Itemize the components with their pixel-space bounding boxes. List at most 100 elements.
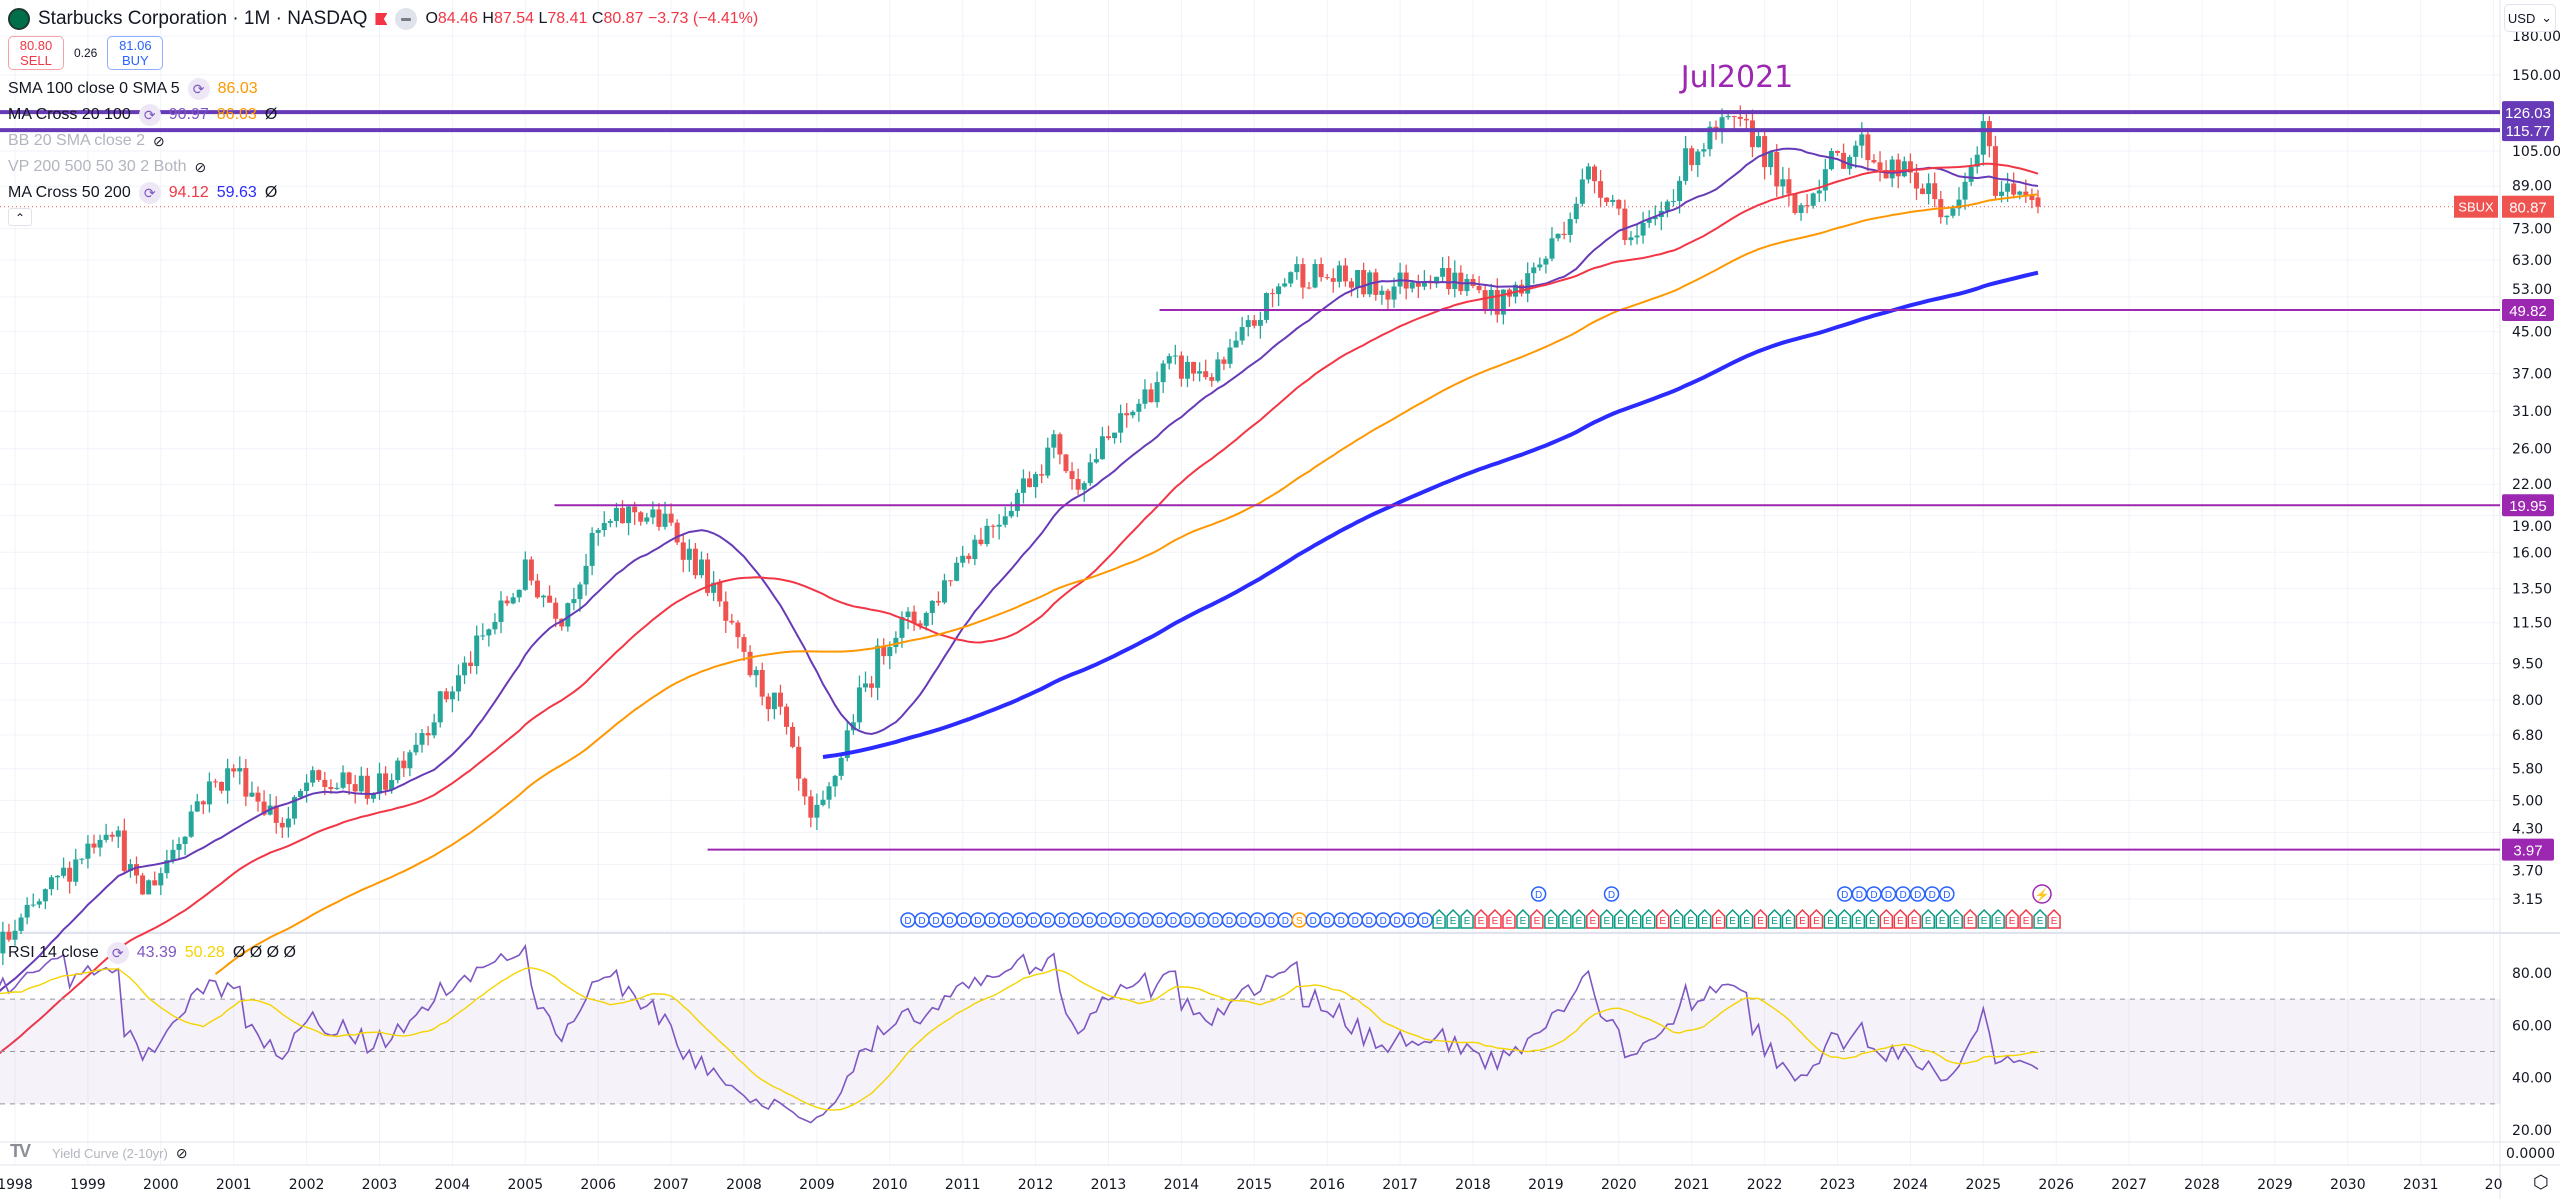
candle — [1549, 227, 1555, 262]
candle-body — [1743, 118, 1749, 121]
event-marker-E: E — [1502, 908, 1516, 929]
eye-off-icon[interactable]: ⊘ — [152, 132, 165, 149]
candle — [334, 782, 340, 790]
sell-button[interactable]: 80.80 SELL — [8, 36, 64, 70]
candle-body — [1500, 289, 1506, 315]
ma-line-100 — [214, 193, 2039, 975]
candle-body — [1203, 371, 1209, 378]
eye-off-icon[interactable]: ⊘ — [175, 1144, 188, 1161]
event-letter: D — [904, 916, 911, 927]
refresh-icon[interactable]: ⟳ — [106, 942, 129, 964]
candle — [1282, 278, 1288, 288]
candle-body — [1184, 361, 1190, 379]
candle-body — [972, 539, 978, 560]
candle — [1962, 172, 1968, 210]
candle-body — [553, 602, 559, 619]
event-letter: E — [1506, 916, 1513, 927]
event-marker-D: D — [1305, 912, 1322, 928]
candle-body — [759, 670, 765, 697]
candle-body — [316, 770, 322, 780]
buy-button[interactable]: 81.06 BUY — [107, 36, 164, 70]
market-status-icon[interactable] — [395, 8, 418, 30]
candle-body — [735, 622, 741, 638]
candle-body — [1172, 355, 1178, 357]
y-tick-label: 4.30 — [2512, 822, 2543, 838]
candle — [1330, 268, 1336, 293]
candle — [1944, 215, 1950, 225]
symbol-title[interactable]: Starbucks Corporation · 1M · NASDAQ — [38, 8, 368, 29]
candle-body — [1579, 179, 1585, 204]
flag-icon[interactable] — [375, 13, 388, 25]
candle — [1057, 432, 1063, 465]
yield-curve-legend[interactable]: Yield Curve (2-10yr) ⊘ — [52, 1142, 188, 1164]
collapse-legend-button[interactable]: ⌃ — [8, 208, 32, 226]
event-letter: D — [1282, 916, 1289, 927]
candle-body — [1670, 201, 1676, 203]
event-marker-D: D — [1389, 912, 1405, 928]
candle — [553, 597, 559, 628]
candle-body — [1944, 215, 1950, 218]
candle-body — [662, 513, 668, 527]
event-marker-D: D — [1040, 912, 1056, 928]
eye-off-icon[interactable]: ⊘ — [194, 158, 207, 175]
earnings-flag — [2019, 908, 2033, 929]
candle — [304, 774, 310, 803]
settings-gear-icon[interactable]: ⬡ — [2533, 1172, 2549, 1192]
candle — [753, 666, 759, 688]
indicator-ma-cross-50-200[interactable]: MA Cross 50 200 ⟳ 94.12 59.63 Ø — [8, 180, 758, 206]
earnings-flag — [1711, 908, 1726, 929]
candle-body — [1646, 219, 1652, 223]
event-letter: E — [1925, 916, 1932, 927]
event-marker-E: E — [1865, 908, 1880, 929]
candle-body — [1282, 283, 1288, 287]
x-tick-label: 1998 — [0, 1177, 33, 1193]
refresh-icon[interactable]: ⟳ — [138, 182, 161, 204]
indicator-sma100[interactable]: SMA 100 close 0 SMA 5 ⟳ 86.03 — [8, 76, 758, 102]
change-value: −3.73 (−4.41%) — [647, 10, 759, 27]
candle-body — [419, 733, 425, 745]
candle — [741, 634, 747, 661]
candle-body — [771, 692, 777, 710]
candle-body — [389, 780, 395, 790]
candle-body — [1136, 403, 1142, 412]
currency-label: USD — [2507, 10, 2536, 26]
candle-body — [121, 830, 127, 871]
candle — [534, 573, 540, 599]
tradingview-logo[interactable]: TV — [10, 1141, 31, 1161]
event-letter: D — [1002, 916, 1009, 927]
rsi-legend[interactable]: RSI 14 close ⟳ 43.39 50.28 Ø Ø Ø Ø — [8, 940, 296, 966]
event-letter: E — [2023, 916, 2030, 927]
candle — [1458, 265, 1464, 296]
event-marker-D: D — [998, 912, 1014, 928]
earnings-flag — [1600, 908, 1614, 929]
candle-body — [1276, 286, 1282, 295]
candle — [984, 518, 990, 547]
earnings-flag — [1558, 908, 1572, 929]
indicator-ma-cross-20-100[interactable]: MA Cross 20 100 ⟳ 90.97 86.03 Ø — [8, 102, 758, 128]
earnings-flag — [1893, 908, 1908, 929]
candle — [893, 631, 899, 654]
candle-body — [97, 839, 103, 848]
event-marker-D: D — [1333, 912, 1350, 928]
event-letter: D — [1535, 890, 1542, 901]
buy-label: BUY — [121, 53, 149, 68]
earnings-flag — [1572, 908, 1586, 929]
candle — [1707, 121, 1713, 157]
y-tick-label: 180.00 — [2512, 29, 2560, 45]
indicator-vp[interactable]: VP 200 500 50 30 2 Both ⊘ — [8, 154, 758, 180]
currency-select[interactable]: USD ⌄ — [2504, 4, 2556, 32]
candle — [103, 823, 109, 843]
candle — [1822, 158, 1828, 202]
candle — [140, 872, 146, 896]
indicator-bb[interactable]: BB 20 SMA close 2 ⊘ — [8, 128, 758, 154]
y-tick-label: 45.00 — [2512, 325, 2552, 341]
candle-body — [1513, 284, 1519, 297]
candle — [1209, 373, 1215, 387]
candle — [1464, 273, 1470, 297]
x-tick-label: 2031 — [2403, 1177, 2439, 1193]
candle — [97, 834, 103, 857]
refresh-icon[interactable]: ⟳ — [187, 78, 210, 100]
refresh-icon[interactable]: ⟳ — [138, 104, 161, 126]
candle — [1555, 233, 1561, 242]
